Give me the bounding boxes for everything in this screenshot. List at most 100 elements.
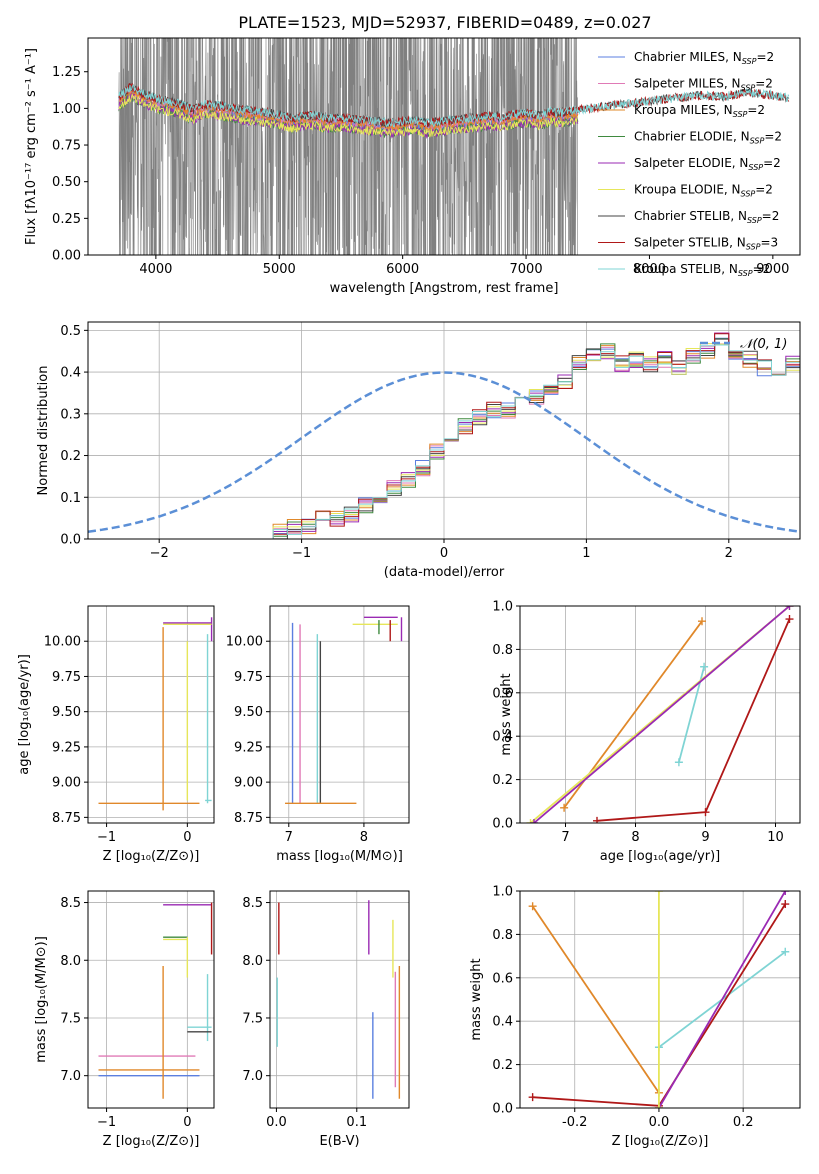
- x-tick-label: 7: [561, 830, 569, 845]
- axes-frame: [87, 890, 215, 1109]
- legend-entry: Chabrier ELODIE, NSSP=2: [634, 130, 782, 146]
- axes-frame: [269, 890, 410, 1109]
- legend-entry: 𝒩(0, 1): [740, 337, 787, 352]
- y-tick-label: 0.8: [492, 928, 513, 943]
- histogram-salpeter-elodie: [88, 332, 800, 539]
- y-tick-label: 0.2: [60, 449, 81, 464]
- panel-spectrum: 4000 5000 6000 7000 8000 9000 0.00 0.25 0.50 0.75…: [24, 37, 801, 296]
- y-tick-label: 7.5: [60, 1011, 81, 1026]
- x-axis-label: age [log₁₀(age/yr)]: [600, 849, 721, 864]
- y-tick-label: 8.5: [60, 896, 81, 911]
- legend: 𝒩(0, 1): [700, 337, 787, 352]
- data-point: [674, 758, 683, 767]
- x-tick-label: 9: [701, 830, 709, 845]
- data-point: [781, 891, 790, 895]
- data-point: [560, 803, 569, 812]
- y-axis-label: Flux [fλ10⁻¹⁷ erg cm⁻² s⁻¹ A⁻¹]: [24, 48, 39, 245]
- y-tick-label: 8.0: [60, 954, 81, 969]
- y-tick-label: 8.0: [242, 954, 263, 969]
- x-axis-label: Z [log₁₀(Z/Z⊙)]: [103, 1134, 200, 1149]
- data-point: [785, 615, 794, 624]
- x-tick-label: 0: [183, 1115, 191, 1130]
- y-tick-label: 0.4: [492, 730, 513, 745]
- y-tick-label: 0.50: [52, 175, 81, 190]
- plot-area: [88, 891, 214, 1108]
- series-line: [658, 891, 787, 1108]
- y-tick-label: 0.0: [60, 533, 81, 548]
- legend-entry: Salpeter ELODIE, NSSP=2: [634, 156, 781, 172]
- y-tick-label: 0.75: [52, 139, 81, 154]
- y-tick-label: 9.25: [234, 740, 263, 755]
- x-tick-label: 5000: [263, 262, 296, 277]
- data-point: [781, 947, 790, 956]
- data-point: [698, 617, 706, 626]
- axes-frame: [519, 890, 801, 1109]
- model-line-kroupa-elodie: [118, 93, 579, 138]
- data-spectrum: [118, 38, 578, 255]
- model-line-kroupa-miles: [118, 88, 579, 132]
- x-tick-label: 0.0: [266, 1115, 287, 1130]
- y-tick-label: 9.00: [234, 776, 263, 791]
- legend-entry: Kroupa ELODIE, NSSP=2: [634, 183, 773, 199]
- axes-frame: [87, 605, 215, 824]
- plot-area: [520, 606, 800, 823]
- y-axis-label: mass weight: [469, 958, 484, 1040]
- y-tick-label: 8.75: [234, 811, 263, 826]
- y-tick-label: 0.4: [492, 1015, 513, 1030]
- y-tick-label: 1.00: [52, 102, 81, 117]
- legend-entry: Chabrier MILES, NSSP=2: [634, 50, 774, 66]
- y-tick-label: 7.5: [242, 1011, 263, 1026]
- legend-entry: Salpeter MILES, NSSP=2: [634, 77, 773, 93]
- x-tick-label: 0.1: [346, 1115, 367, 1130]
- panel-mass_vs_ebv: 0.0 0.1 7.0 7.5 8.0 8.5 E(B-V): [242, 890, 410, 1149]
- x-axis-label: wavelength [Angstrom, rest frame]: [330, 281, 559, 296]
- y-tick-label: 0.2: [492, 1058, 513, 1073]
- x-axis-label: Z [log₁₀(Z/Z⊙)]: [612, 1134, 709, 1149]
- x-tick-label: 0.0: [649, 1115, 670, 1130]
- y-axis-label: Normed distribution: [36, 366, 51, 496]
- panel-age_vs_mass: 7 8 8.75 9.00 9.25 9.50 9.75 10.00 mass [log₁₀(M…: [226, 605, 410, 864]
- model-line-kroupa-stelib: [118, 84, 790, 128]
- x-tick-label: 8: [631, 830, 639, 845]
- x-tick-label: −1: [292, 546, 311, 561]
- x-axis-label: (data-model)/error: [384, 565, 505, 580]
- x-tick-label: 9000: [756, 262, 789, 277]
- x-tick-label: 6000: [386, 262, 419, 277]
- x-tick-label: −1: [97, 830, 116, 845]
- y-tick-label: 7.0: [60, 1069, 81, 1084]
- y-tick-label: 9.50: [234, 705, 263, 720]
- y-tick-label: 0.1: [60, 491, 81, 506]
- legend-entry: Salpeter STELIB, NSSP=3: [634, 236, 778, 252]
- y-tick-label: 0.0: [492, 1102, 513, 1117]
- legend-entry: Kroupa STELIB, NSSP=2: [634, 262, 770, 278]
- data-point: [530, 819, 538, 823]
- y-axis-label: mass weight: [499, 673, 514, 755]
- plot-area: [270, 891, 409, 1108]
- y-tick-label: 7.0: [242, 1069, 263, 1084]
- x-tick-label: -0.2: [562, 1115, 587, 1130]
- y-tick-label: 1.0: [492, 600, 513, 615]
- y-tick-label: 10.00: [226, 635, 263, 650]
- y-tick-label: 0.4: [60, 366, 81, 381]
- y-tick-label: 0.8: [492, 643, 513, 658]
- y-tick-label: 0.00: [52, 249, 81, 264]
- model-line-salpeter-stelib: [118, 82, 790, 128]
- x-tick-label: −1: [97, 1115, 116, 1130]
- data-point: [701, 808, 710, 817]
- x-tick-label: 7: [285, 830, 293, 845]
- y-tick-label: 0.25: [52, 212, 81, 227]
- x-tick-label: 2: [725, 546, 733, 561]
- x-tick-label: 0.2: [733, 1115, 754, 1130]
- histogram-salpeter-stelib: [88, 333, 800, 539]
- plot-area: [88, 606, 214, 823]
- panel-mass_vs_Z: −1 0 7.0 7.5 8.0 8.5 Z [log₁₀(Z/Z⊙)] mass [log₁…: [34, 890, 215, 1149]
- plot-area: [270, 606, 409, 823]
- x-axis-label: E(B-V): [319, 1134, 359, 1149]
- y-tick-label: 0.6: [492, 686, 513, 701]
- panel-residuals: −2 −1 0 1 2 0.0 0.1 0.2 0.3 0.4 0.5 (data-model)/er…: [36, 321, 801, 580]
- data-point: [528, 902, 537, 911]
- axes-frame: [87, 37, 801, 256]
- x-tick-label: 0: [440, 546, 448, 561]
- data-point: [593, 816, 601, 823]
